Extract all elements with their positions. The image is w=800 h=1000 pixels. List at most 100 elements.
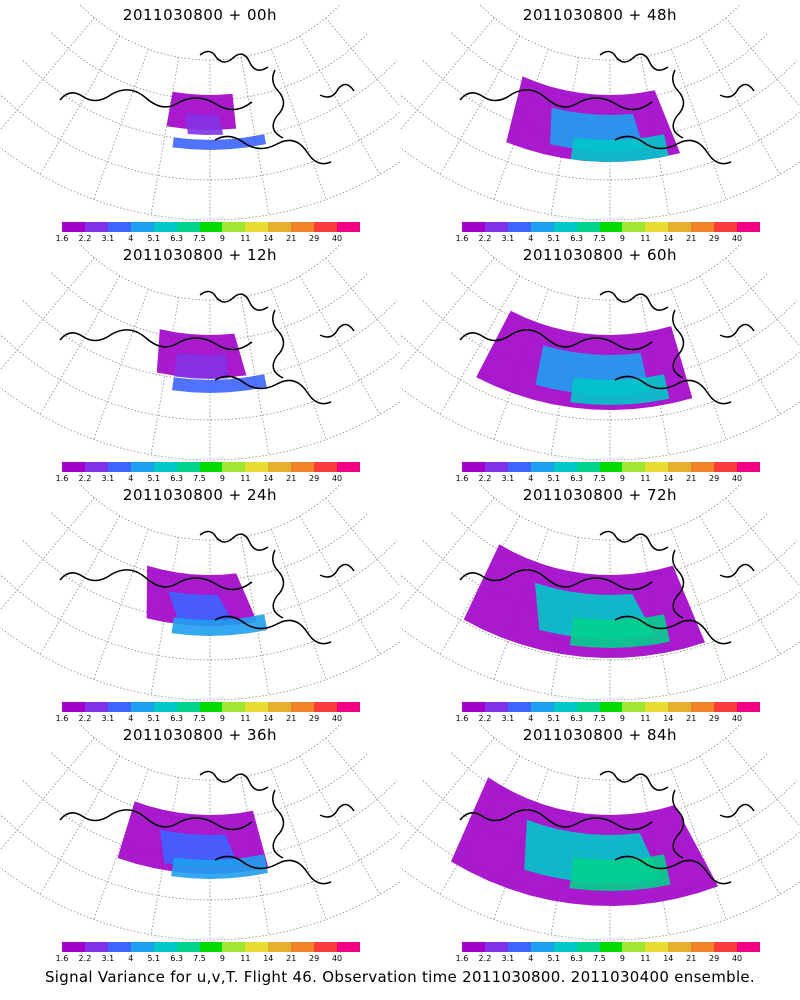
- coastline: [214, 135, 332, 165]
- colorbar-swatch: [599, 222, 623, 232]
- coastline: [614, 615, 732, 645]
- colorbar-swatch: [245, 702, 269, 712]
- meridian-line: [493, 769, 549, 920]
- coastline: [272, 789, 285, 859]
- colorbar-tick-label: 1.6: [55, 234, 69, 243]
- colorbar-tick-label: 40: [331, 714, 343, 723]
- coastline: [319, 323, 355, 338]
- colorbar-tick-label: 1.6: [455, 714, 469, 723]
- coastline: [214, 375, 332, 405]
- colorbar-swatch: [462, 942, 485, 952]
- colorbar-tick-label: 2.2: [478, 234, 492, 243]
- colorbar-swatch: [553, 702, 577, 712]
- polar-map: [400, 4, 800, 221]
- colorbar-swatch: [176, 462, 200, 472]
- colorbar-tick-label: 14: [263, 474, 274, 483]
- colorbar-tick-label: 11: [240, 234, 251, 243]
- colorbar-swatch: [107, 942, 131, 952]
- colorbar-swatch: [737, 942, 760, 952]
- colorbar-swatch: [576, 702, 600, 712]
- colorbar-swatch: [107, 702, 131, 712]
- panel-title: 2011030800 + 36h: [122, 726, 278, 744]
- colorbar-swatch: [576, 222, 600, 232]
- variance-contour: [171, 854, 268, 879]
- colorbar-tick-label: 29: [709, 474, 720, 483]
- variance-contour: [185, 113, 224, 135]
- coastline: [459, 569, 653, 591]
- colorbar-tick-label: 9: [619, 474, 625, 483]
- coastline: [672, 789, 685, 859]
- colorbar-swatch: [553, 942, 577, 952]
- colorbar-swatch: [130, 702, 154, 712]
- coastline: [199, 770, 269, 791]
- colorbar-tick-label: 11: [240, 474, 251, 483]
- colorbar-swatch: [245, 942, 269, 952]
- coastline: [272, 549, 285, 619]
- colorbar-swatch: [337, 222, 360, 232]
- meridian-line: [240, 537, 270, 695]
- colorbar-tick-label: 21: [686, 954, 697, 963]
- coastline: [614, 855, 732, 885]
- colorbar-swatch: [130, 222, 154, 232]
- colorbar-swatch: [153, 222, 177, 232]
- colorbar-tick-label: 4: [528, 954, 534, 963]
- polar-map: [0, 244, 400, 461]
- colorbar-swatch: [668, 702, 692, 712]
- meridian-line: [325, 257, 400, 348]
- colorbar: [462, 942, 760, 952]
- coastline: [459, 809, 653, 831]
- coastline: [672, 69, 685, 139]
- colorbar-swatch: [484, 462, 508, 472]
- coastline: [272, 69, 285, 139]
- colorbar-tick-label: 6.3: [170, 714, 183, 723]
- coastline: [614, 375, 732, 405]
- colorbar-swatch: [737, 702, 760, 712]
- meridian-line: [671, 769, 727, 920]
- colorbar-tick-label: 6.3: [170, 954, 183, 963]
- coastline: [599, 770, 669, 791]
- meridian-line: [699, 35, 781, 175]
- latitude-circle: [51, 32, 369, 101]
- colorbar-swatch: [691, 702, 715, 712]
- colorbar-swatch: [507, 942, 531, 952]
- coastline: [319, 563, 355, 578]
- colorbar-tick-label: 14: [663, 714, 674, 723]
- colorbar-tick-label: 2.2: [478, 954, 492, 963]
- colorbar-swatch: [530, 222, 554, 232]
- colorbar-tick-label: 3.1: [501, 474, 515, 483]
- colorbar-tick-label: 14: [263, 234, 274, 243]
- polar-map: [0, 4, 400, 221]
- meridian-line: [150, 537, 180, 695]
- colorbar-tick-label: 21: [286, 714, 297, 723]
- coastline: [59, 329, 253, 351]
- coastline: [59, 569, 253, 591]
- colorbar-swatch: [291, 942, 315, 952]
- colorbar-swatch: [314, 222, 338, 232]
- colorbar-tick-label: 40: [731, 954, 743, 963]
- colorbar-swatch: [176, 942, 200, 952]
- colorbar-tick-label: 5.1: [147, 234, 161, 243]
- meridian-line: [0, 737, 95, 851]
- colorbar-swatch: [576, 462, 600, 472]
- colorbar-labels: 1.6 2.2 3.1 4 5.1 6.3 7.5 9 11 14 21 29 40: [440, 714, 760, 724]
- variance-contour: [569, 854, 671, 891]
- meridian-line: [699, 275, 781, 415]
- colorbar-tick-label: 14: [263, 954, 274, 963]
- latitude-circle: [422, 300, 798, 381]
- colorbar-tick-label: 3.1: [501, 714, 515, 723]
- latitude-circle: [451, 752, 769, 821]
- variance-contour: [570, 134, 669, 162]
- colorbar-swatch: [737, 462, 760, 472]
- colorbar-swatch: [153, 702, 177, 712]
- colorbar-tick-label: 40: [731, 714, 743, 723]
- colorbar-tick-label: 2.2: [78, 714, 92, 723]
- colorbar-tick-label: 29: [309, 714, 320, 723]
- variance-contour: [172, 134, 267, 150]
- meridian-line: [150, 297, 180, 455]
- meridian-line: [725, 497, 800, 588]
- meridian-line: [93, 529, 149, 680]
- colorbar-tick-label: 6.3: [570, 954, 583, 963]
- meridian-line: [93, 769, 149, 920]
- colorbar-swatch: [622, 222, 646, 232]
- colorbar-swatch: [484, 222, 508, 232]
